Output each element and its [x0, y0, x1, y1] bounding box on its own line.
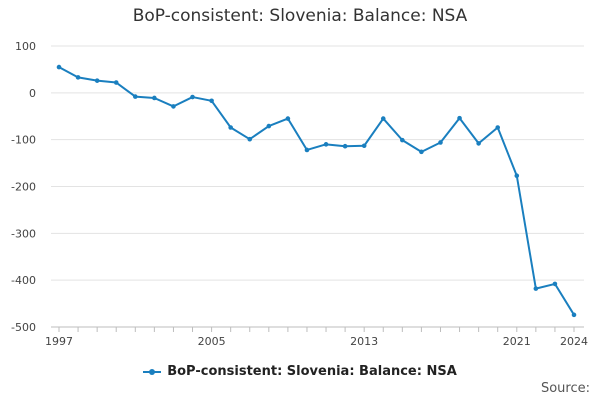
data-point	[476, 141, 481, 146]
data-point	[419, 149, 424, 155]
x-tick-label: 2021	[503, 335, 531, 348]
y-tick-label: 100	[15, 40, 36, 53]
data-point	[495, 125, 501, 130]
data-point	[152, 95, 157, 101]
y-tick-label: -100	[11, 134, 36, 147]
data-point	[380, 116, 386, 121]
data-point	[361, 143, 367, 149]
y-tick-label: -400	[11, 274, 36, 287]
data-point	[209, 98, 214, 104]
data-point	[75, 75, 81, 80]
data-point	[323, 142, 329, 147]
chart-title: BoP-consistent: Slovenia: Balance: NSA	[132, 6, 468, 26]
data-point	[132, 94, 138, 99]
y-tick-label: 0	[29, 87, 36, 100]
legend-marker-icon	[143, 367, 162, 377]
data-point	[304, 147, 310, 153]
data-point	[171, 104, 176, 109]
series-line	[58, 66, 575, 316]
data-point	[266, 123, 272, 129]
y-tick-label: -500	[11, 321, 36, 334]
data-point	[247, 136, 253, 142]
data-point	[342, 143, 348, 149]
x-tick-label: 2013	[350, 335, 378, 348]
data-point	[285, 116, 291, 121]
legend-label: BoP-consistent: Slovenia: Balance: NSA	[167, 364, 457, 379]
x-tick-label: 2024	[560, 335, 588, 348]
data-point	[514, 173, 520, 179]
data-point	[571, 312, 577, 318]
data-point	[190, 94, 195, 100]
data-point	[457, 115, 462, 121]
data-point	[552, 281, 558, 287]
data-point	[438, 140, 443, 145]
data-point	[94, 78, 100, 83]
x-tick-label: 2005	[198, 335, 226, 348]
source-label: Source:	[540, 381, 590, 396]
y-tick-label: -300	[11, 227, 36, 240]
legend: BoP-consistent: Slovenia: Balance: NSA	[0, 364, 600, 379]
y-tick-label: -200	[11, 181, 36, 194]
x-tick-label: 1997	[45, 335, 73, 348]
data-point	[56, 64, 62, 70]
data-point	[533, 286, 539, 291]
data-point	[228, 125, 233, 130]
data-point	[113, 80, 119, 85]
data-point	[400, 137, 405, 143]
